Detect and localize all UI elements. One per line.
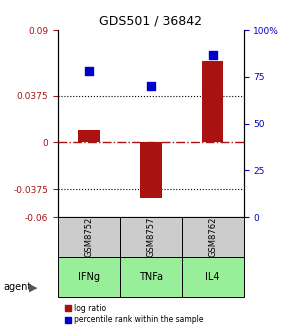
- Text: GSM8752: GSM8752: [84, 217, 93, 257]
- Text: GSM8762: GSM8762: [208, 217, 217, 257]
- Bar: [58, 217, 120, 257]
- Title: GDS501 / 36842: GDS501 / 36842: [99, 15, 202, 28]
- Text: IL4: IL4: [205, 272, 220, 282]
- Bar: [182, 217, 244, 257]
- Text: agent: agent: [3, 282, 31, 292]
- Bar: [78, 130, 100, 142]
- Text: ▶: ▶: [29, 282, 38, 292]
- Bar: [58, 257, 120, 297]
- Text: GSM8757: GSM8757: [146, 217, 155, 257]
- Point: [210, 52, 215, 57]
- Point: [87, 69, 91, 74]
- Text: IFNg: IFNg: [78, 272, 100, 282]
- Bar: [202, 61, 224, 142]
- Bar: [120, 257, 182, 297]
- Bar: [120, 217, 182, 257]
- Text: TNFa: TNFa: [139, 272, 163, 282]
- Point: [148, 84, 153, 89]
- Bar: [182, 257, 244, 297]
- Legend: log ratio, percentile rank within the sample: log ratio, percentile rank within the sa…: [62, 301, 206, 328]
- Bar: [140, 142, 162, 199]
